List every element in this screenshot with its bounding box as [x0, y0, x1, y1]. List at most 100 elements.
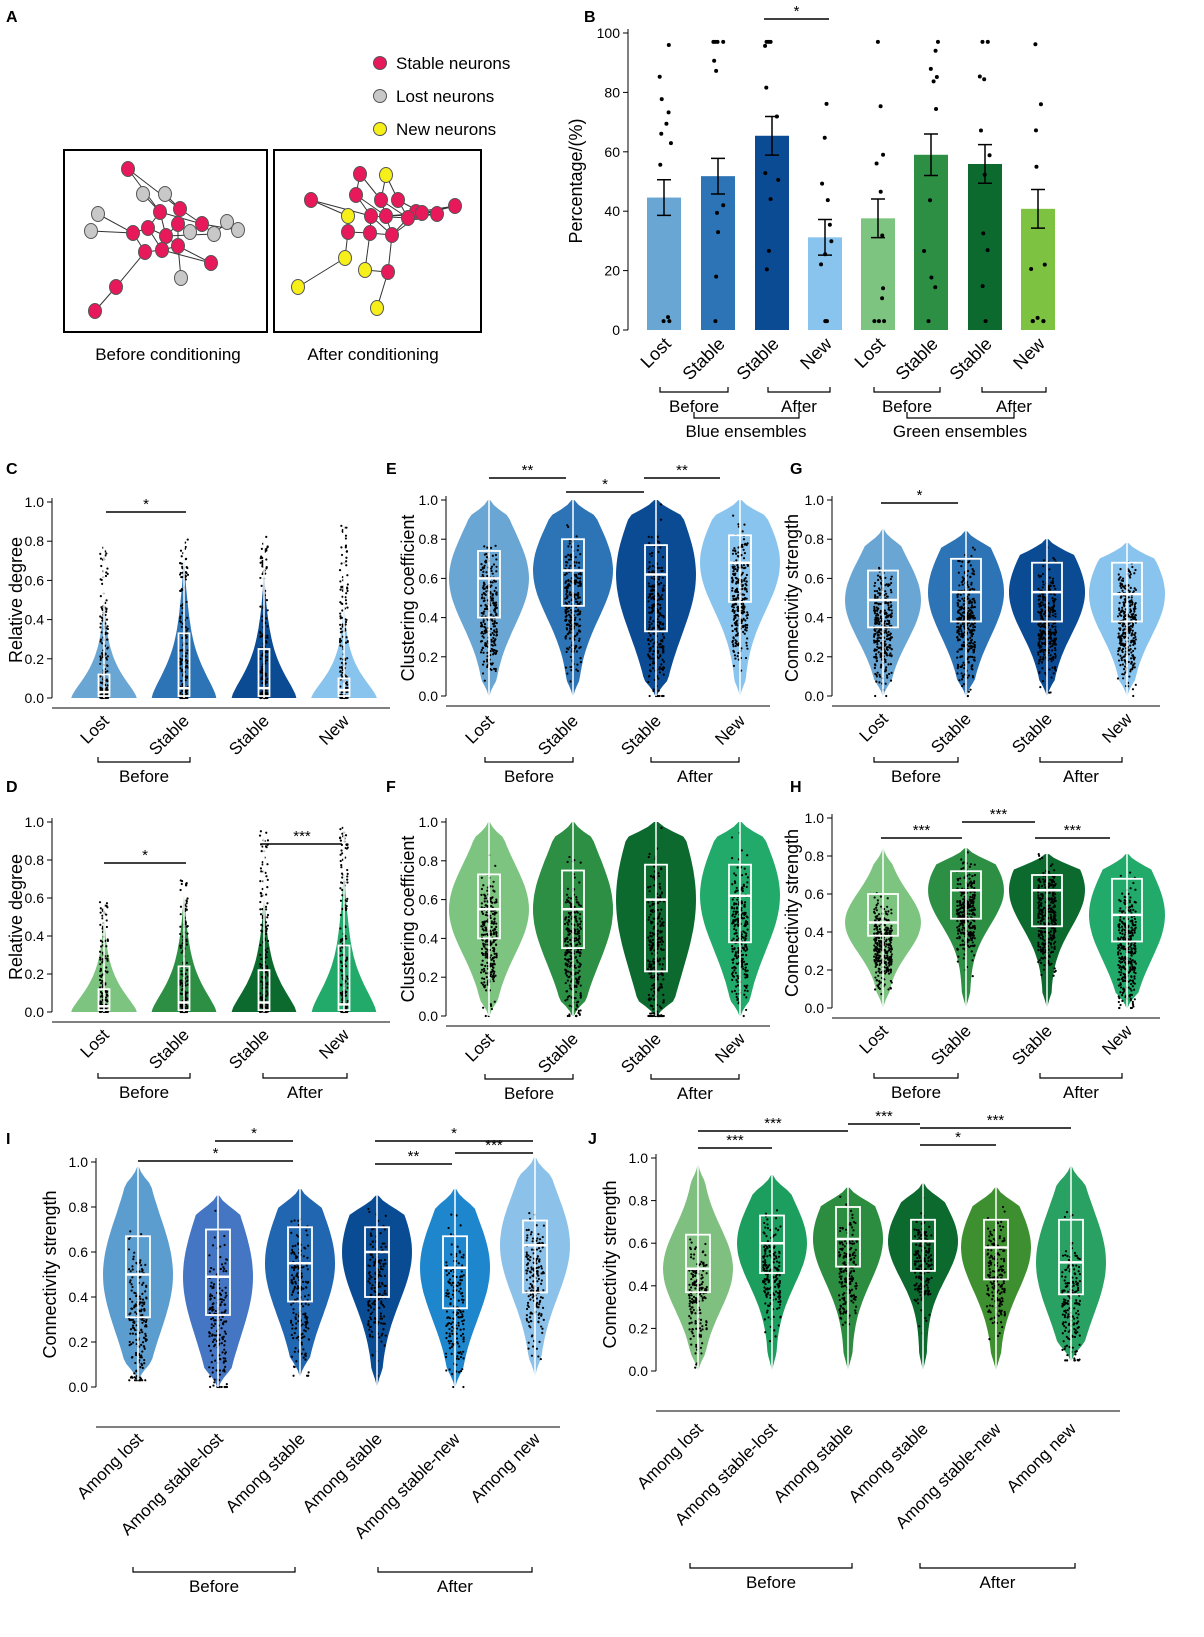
legend-marker — [373, 122, 387, 136]
jitter-point — [745, 590, 749, 593]
jitter-point — [1130, 618, 1133, 621]
jitter-point — [741, 571, 744, 574]
jitter-point — [971, 611, 974, 614]
data-point — [714, 274, 719, 279]
jitter-point — [648, 552, 652, 556]
jitter-point — [481, 977, 484, 980]
jitter-point — [492, 980, 495, 983]
jitter-point — [98, 978, 102, 982]
jitter-point — [480, 624, 483, 627]
jitter-point — [345, 965, 348, 968]
jitter-point — [105, 904, 108, 907]
jitter-point — [574, 932, 577, 935]
jitter-point — [565, 595, 569, 598]
data-point — [764, 267, 769, 272]
jitter-point — [1038, 611, 1041, 614]
jitter-point — [346, 897, 349, 900]
jitter-point — [651, 994, 655, 997]
jitter-point — [661, 640, 664, 643]
jitter-point — [973, 548, 976, 551]
group-label: Before — [504, 767, 554, 786]
jitter-point — [345, 618, 348, 621]
jitter-point — [482, 632, 485, 635]
jitter-point — [662, 651, 665, 654]
jitter-point — [732, 597, 735, 600]
y-tick-label: 0.4 — [25, 928, 45, 944]
jitter-point — [659, 642, 662, 646]
jitter-point — [259, 830, 262, 833]
network-node — [291, 279, 305, 295]
jitter-point — [880, 641, 883, 645]
jitter-point — [734, 549, 737, 552]
jitter-point — [99, 970, 102, 973]
jitter-point — [959, 624, 962, 627]
jitter-point — [651, 1014, 655, 1018]
jitter-point — [735, 577, 739, 580]
jitter-point — [652, 620, 655, 623]
jitter-point — [261, 665, 264, 668]
jitter-point — [1042, 583, 1045, 586]
jitter-point — [659, 924, 663, 927]
ensemble-label: Blue ensembles — [686, 422, 807, 441]
jitter-point — [106, 954, 109, 958]
jitter-point — [340, 639, 343, 642]
jitter-point — [186, 932, 189, 935]
jitter-point — [569, 614, 572, 617]
jitter-point — [564, 953, 567, 956]
jitter-point — [889, 663, 892, 666]
jitter-point — [1124, 671, 1127, 674]
jitter-point — [873, 656, 877, 659]
network-node — [364, 208, 378, 224]
jitter-point — [266, 939, 270, 943]
network-node — [109, 279, 123, 295]
jitter-point — [740, 849, 743, 852]
jitter-point — [574, 956, 577, 959]
jitter-point — [734, 923, 737, 927]
network-edge — [161, 249, 212, 264]
jitter-point — [884, 658, 887, 661]
jitter-point — [180, 555, 183, 558]
jitter-point — [731, 624, 734, 627]
jitter-point — [339, 927, 342, 930]
jitter-point — [652, 1007, 655, 1011]
jitter-point — [185, 616, 189, 619]
jitter-point — [180, 973, 183, 976]
jitter-point — [659, 940, 662, 943]
jitter-point — [648, 669, 652, 672]
jitter-point — [651, 638, 654, 641]
jitter-point — [648, 657, 652, 660]
jitter-point — [578, 969, 581, 972]
jitter-point — [1117, 659, 1121, 662]
jitter-point — [576, 623, 579, 626]
data-point — [922, 248, 927, 253]
jitter-point — [483, 582, 486, 586]
jitter-point — [1053, 598, 1056, 601]
jitter-point — [662, 957, 665, 960]
jitter-point — [265, 680, 268, 683]
x-tick-label: Lost — [637, 334, 675, 372]
network-node — [391, 192, 405, 208]
jitter-point — [579, 904, 582, 907]
jitter-point — [567, 970, 570, 973]
jitter-point — [1048, 576, 1051, 579]
y-tick-label: 1.0 — [805, 492, 825, 508]
jitter-point — [579, 553, 582, 556]
jitter-point — [658, 668, 661, 671]
jitter-point — [650, 536, 653, 539]
data-point — [928, 198, 933, 203]
jitter-point — [736, 590, 740, 594]
jitter-point — [1054, 615, 1057, 618]
jitter-point — [889, 601, 892, 604]
jitter-point — [266, 634, 269, 637]
y-tick-label: 40 — [604, 203, 620, 219]
ensemble-bracket — [693, 412, 800, 419]
jitter-point — [877, 651, 880, 654]
network-edge — [90, 230, 134, 234]
data-point — [1033, 42, 1038, 47]
jitter-point — [879, 602, 882, 606]
jitter-point — [657, 677, 660, 680]
jitter-point — [1042, 559, 1045, 562]
jitter-point — [346, 881, 349, 884]
jitter-point — [746, 969, 749, 972]
